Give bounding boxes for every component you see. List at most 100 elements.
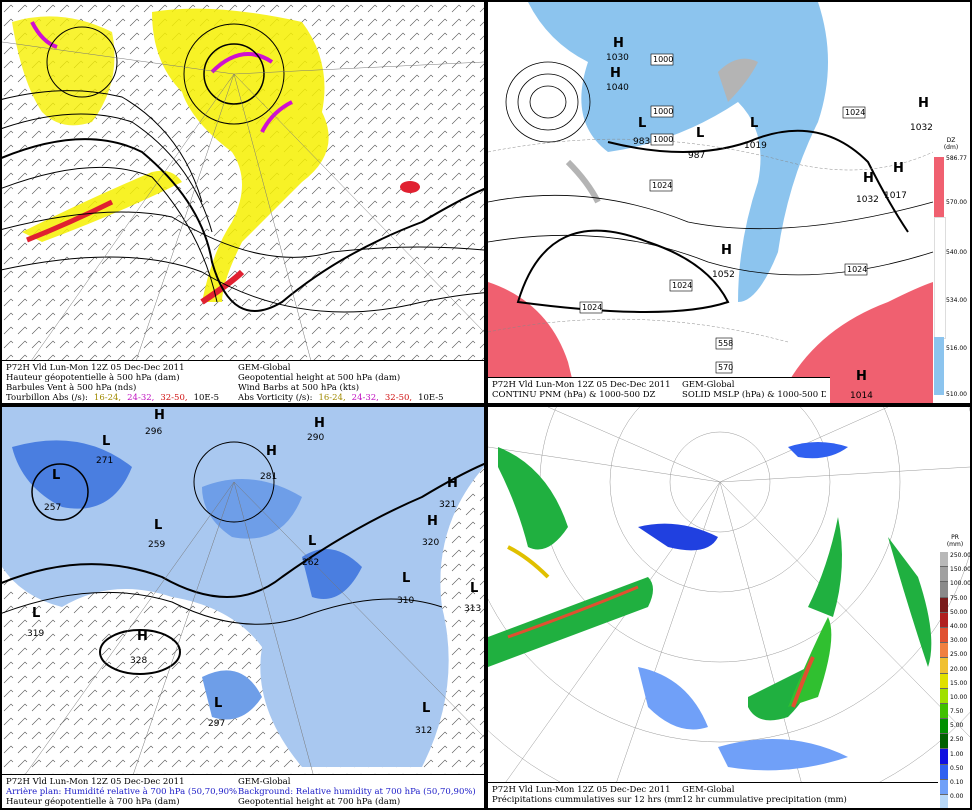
colorbar-swatch [940, 658, 948, 674]
caption-left-line: P72H Vld Lun-Mon 12Z 05 Dec-Dec 2011 [492, 380, 671, 390]
caption-right-line: GEM-Global [238, 363, 291, 373]
colorbar-label: 570.00 [946, 199, 967, 206]
caption-right-line: GEM-Global [682, 785, 735, 795]
caption-left-line: Précipitations cummulatives sur 12 hrs (… [492, 795, 682, 805]
legend-item: 24-32, [127, 393, 155, 403]
low-value: 271 [96, 456, 113, 466]
thickness-cold-area [528, 2, 828, 302]
caption-500hpa: P72H Vld Lun-Mon 12Z 05 Dec-Dec 2011 GEM-… [2, 360, 484, 403]
high-value: 1032 [910, 123, 933, 133]
colorbar-label: 0.00 [950, 793, 964, 801]
low-value: 319 [27, 629, 44, 639]
caption-left-line: Tourbillon Abs (/s): [6, 393, 88, 403]
isobar-label: 1024 [847, 265, 867, 274]
high-value: 1052 [712, 270, 735, 280]
legend-item: 24-32, [351, 393, 379, 403]
high-marker: H [721, 243, 732, 258]
panel-500hpa-vorticity: P72H Vld Lun-Mon 12Z 05 Dec-Dec 2011 GEM-… [2, 2, 484, 403]
colorbar-swatch [940, 612, 948, 628]
precip-band [808, 517, 842, 617]
map-mslp: H 1030 H 1040 H 1032 H 1032 H 1017 H 1052 H 101… [488, 2, 934, 403]
colorbar-label: 25.00 [950, 651, 968, 659]
colorbar-label: 534.00 [946, 297, 967, 304]
high-marker: H [154, 408, 165, 423]
low-value: 257 [44, 503, 61, 513]
high-value: 1032 [856, 195, 879, 205]
low-value: 312 [415, 726, 432, 736]
precip-colorbar: PR (mm) 250.00 150.00 100.00 75.00 50.00 40.0… [940, 534, 970, 808]
high-marker: H [137, 629, 148, 644]
thickness-label: 558 [718, 339, 733, 348]
colorbar-swatch [940, 749, 948, 765]
isobar-label: 1024 [672, 281, 692, 290]
humidity-area [2, 407, 484, 767]
isobar-label: 1024 [652, 181, 672, 190]
isobar-label: 1000 [653, 55, 673, 64]
lows: L 983 L 987 L 1019 [633, 116, 767, 161]
caption-left-line: CONTINU PNM (hPa) & 1000-500 DZ [492, 390, 656, 400]
legend-item: 16-24, [318, 393, 346, 403]
precip-band [638, 523, 718, 551]
colorbar-label: 30.00 [950, 637, 968, 645]
colorbar-swatch [940, 779, 948, 795]
high-marker: H [314, 416, 325, 431]
high-marker: H [610, 66, 621, 81]
panel-mslp-thickness: H 1030 H 1040 H 1032 H 1032 H 1017 H 1052 H 101… [488, 2, 970, 403]
colorbar-swatch [940, 734, 948, 750]
low-marker: L [32, 606, 40, 621]
panel-precipitation: PR (mm) 250.00 150.00 100.00 75.00 50.00 40.0… [488, 407, 970, 808]
high-value: 321 [439, 500, 456, 510]
colorbar-swatch [940, 567, 948, 583]
low-marker: L [308, 534, 316, 549]
colorbar-label: 5.00 [950, 722, 964, 730]
high-value: 296 [145, 427, 162, 437]
legend-item: 10E-5 [193, 393, 220, 403]
thickness-colorbar: DZ (dm) 586.77 570.00 540.00 534.00 516.… [934, 137, 968, 403]
isobar-label: 1024 [582, 303, 602, 312]
caption-right-line: Geopotential height at 500 hPa (dam) [238, 373, 401, 383]
map-precipitation [488, 407, 970, 808]
colorbar-title: PR (mm) [946, 534, 964, 548]
low-marker: L [214, 696, 222, 711]
colorbar-swatch [940, 719, 948, 735]
low-marker: L [102, 434, 110, 449]
colorbar-label: 75.00 [950, 594, 968, 602]
low-value: 983 [633, 137, 650, 147]
colorbar-label: 10.00 [950, 693, 968, 701]
colorbar-swatch [940, 627, 948, 644]
colorbar-label: 1.00 [950, 750, 964, 758]
low-value: 262 [302, 558, 319, 568]
colorbar-labels: 250.00 150.00 100.00 75.00 50.00 40.00 30.00 25… [950, 549, 970, 804]
low-marker: L [696, 126, 704, 141]
colorbar-swatch [940, 582, 948, 598]
caption-right-line: Wind Barbs at 500 hPa (kts) [238, 383, 360, 393]
caption-left-line: Arrière plan: Humidité relative à 700 hP… [6, 787, 238, 797]
isobar-label: 1000 [653, 135, 673, 144]
thickness-warm-area [778, 282, 933, 403]
high-value: 281 [260, 472, 277, 482]
colorbar-label: 516.00 [946, 345, 967, 352]
precip-band [718, 739, 848, 771]
caption-left-line: Barbules Vent à 500 hPa (nds) [6, 383, 137, 393]
high-value: 1040 [606, 83, 629, 93]
colorbar-label: 20.00 [950, 665, 968, 673]
colorbar-title: DZ (dm) [943, 137, 959, 151]
high-value: 1030 [606, 53, 629, 63]
highs: H 1030 H 1040 H 1032 H 1032 H 1017 H 1052 H 101… [606, 36, 933, 401]
high-value: 1014 [850, 391, 873, 401]
colorbar-label: 586.77 [946, 155, 967, 162]
caption-right-line: Abs Vorticity (/s): [238, 393, 313, 403]
high-value: 1017 [884, 191, 907, 201]
caption-right-line: Background: Relative humidity at 700 hPa… [238, 787, 476, 797]
caption-right-line: SOLID MSLP (hPa) & 1000-500 DZ [682, 390, 826, 400]
precip-band [498, 447, 568, 550]
colorbar-label: 40.00 [950, 622, 968, 630]
caption-left-line: Hauteur géopotentielle à 700 hPa (dam) [6, 797, 180, 807]
high-value: 328 [130, 656, 147, 666]
colorbar-label: 540.00 [946, 249, 967, 256]
map-500hpa [2, 2, 484, 403]
low-marker: L [402, 571, 410, 586]
caption-left-line: P72H Vld Lun-Mon 12Z 05 Dec-Dec 2011 [6, 777, 185, 787]
high-marker: H [427, 514, 438, 529]
